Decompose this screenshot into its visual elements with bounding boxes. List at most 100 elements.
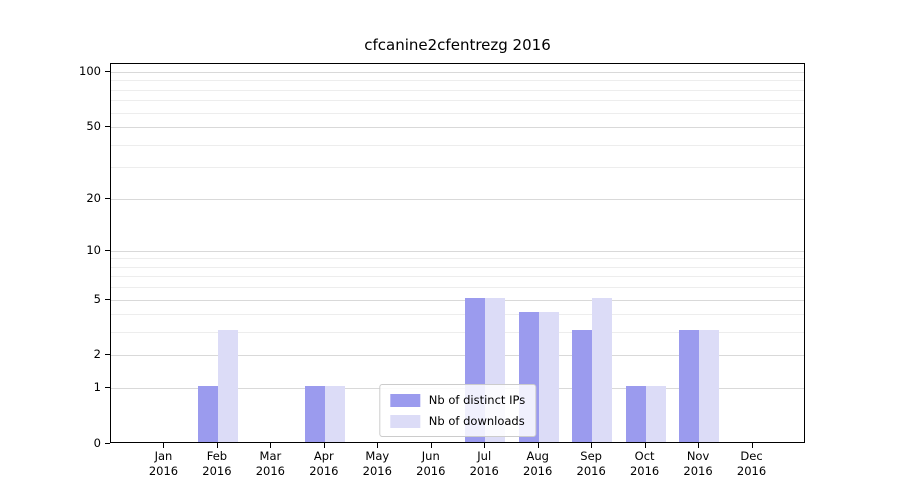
x-tick-label: Aug 2016 — [506, 449, 570, 479]
bar-downloads-aug — [538, 312, 559, 442]
minor-gridline — [111, 266, 804, 268]
x-tick-label-year: 2016 — [148, 464, 179, 478]
y-tick-label: 5 — [93, 291, 101, 306]
x-tick-label-year: 2016 — [202, 464, 232, 478]
bar-ips-nov — [679, 330, 700, 442]
y-tick-mark — [105, 354, 110, 356]
y-axis-tick-labels: 0 1 2 5 10 20 50 100 — [0, 0, 101, 500]
x-tick-label: Feb 2016 — [185, 449, 249, 479]
x-tick-mark — [537, 443, 539, 448]
y-tick-mark — [105, 387, 110, 389]
x-tick-label-year: 2016 — [309, 464, 339, 478]
x-tick-label-year: 2016 — [629, 464, 660, 478]
x-tick-mark — [270, 443, 272, 448]
legend-label: Nb of downloads — [428, 414, 525, 428]
y-tick-mark — [105, 70, 110, 72]
major-gridline — [111, 71, 804, 73]
x-tick-label: Dec 2016 — [720, 449, 784, 479]
x-tick-mark — [644, 443, 646, 448]
x-tick-label: Jun 2016 — [399, 449, 463, 479]
bar-downloads-oct — [645, 386, 666, 442]
major-gridline — [111, 299, 804, 301]
x-tick-label: Sep 2016 — [559, 449, 623, 479]
bar-ips-apr — [304, 386, 325, 442]
minor-gridline — [111, 112, 804, 114]
x-tick-label-month: Feb — [206, 449, 228, 463]
x-tick-mark — [591, 443, 593, 448]
y-tick-label: 100 — [79, 63, 101, 78]
legend-item-downloads: Nb of downloads — [389, 414, 525, 428]
chart-title: cfcanine2cfentrezg 2016 — [364, 36, 551, 54]
minor-gridline — [111, 276, 804, 278]
y-tick-label: 0 — [93, 436, 101, 450]
y-tick-label: 2 — [93, 347, 101, 362]
bar-ips-sep — [572, 330, 593, 442]
legend-swatch — [389, 414, 420, 428]
minor-gridline — [111, 314, 804, 316]
y-tick-mark — [105, 249, 110, 251]
y-tick-mark — [105, 298, 110, 300]
minor-gridline — [111, 287, 804, 289]
legend-item-distinct-ips: Nb of distinct IPs — [389, 393, 526, 407]
x-tick-label-month: Jan — [154, 449, 173, 463]
x-tick-label: May 2016 — [345, 449, 409, 479]
minor-gridline — [111, 167, 804, 169]
x-tick-mark — [751, 443, 753, 448]
x-tick-label-year: 2016 — [576, 464, 606, 478]
x-tick-label-month: Jun — [421, 449, 440, 463]
minor-gridline — [111, 100, 804, 102]
minor-gridline — [111, 258, 804, 260]
x-tick-label: Apr 2016 — [292, 449, 356, 479]
x-tick-label-year: 2016 — [469, 464, 499, 478]
plot-area: Nb of distinct IPs Nb of downloads — [110, 63, 805, 443]
x-tick-label-year: 2016 — [362, 464, 392, 478]
x-tick-label-year: 2016 — [255, 464, 286, 478]
minor-gridline — [111, 144, 804, 146]
x-tick-label: Nov 2016 — [666, 449, 730, 479]
x-tick-label-month: Apr — [313, 449, 334, 463]
y-tick-mark — [105, 126, 110, 128]
legend-swatch — [389, 393, 420, 407]
x-tick-mark — [698, 443, 700, 448]
x-tick-label-month: Mar — [259, 449, 282, 463]
x-tick-label-month: Sep — [580, 449, 602, 463]
bar-downloads-nov — [699, 330, 720, 442]
major-gridline — [111, 355, 804, 357]
x-tick-mark — [323, 443, 325, 448]
major-gridline — [111, 198, 804, 200]
x-tick-label-year: 2016 — [683, 464, 713, 478]
y-tick-label: 1 — [93, 380, 101, 395]
major-gridline — [111, 127, 804, 129]
x-tick-label-month: May — [365, 449, 390, 463]
y-tick-label: 50 — [86, 119, 101, 134]
x-tick-label-year: 2016 — [416, 464, 446, 478]
minor-gridline — [111, 89, 804, 91]
minor-gridline — [111, 80, 804, 82]
x-tick-label: Mar 2016 — [238, 449, 302, 479]
legend: Nb of distinct IPs Nb of downloads — [378, 384, 537, 437]
x-tick-mark — [430, 443, 432, 448]
bar-downloads-sep — [592, 297, 613, 442]
x-tick-label-month: Nov — [686, 449, 710, 463]
bar-ips-oct — [625, 386, 646, 442]
y-tick-mark — [105, 443, 110, 444]
x-tick-label-month: Dec — [740, 449, 763, 463]
x-tick-label-month: Aug — [526, 449, 549, 463]
minor-gridline — [111, 332, 804, 334]
x-tick-label: Jul 2016 — [452, 449, 516, 479]
x-tick-mark — [216, 443, 218, 448]
legend-label: Nb of distinct IPs — [428, 393, 526, 407]
x-tick-label: Jan 2016 — [131, 449, 195, 479]
y-tick-label: 20 — [86, 190, 101, 205]
y-tick-label: 10 — [86, 242, 101, 257]
x-tick-label-year: 2016 — [523, 464, 553, 478]
x-tick-mark — [484, 443, 486, 448]
bar-downloads-apr — [324, 386, 345, 442]
bar-ips-feb — [197, 386, 218, 442]
x-tick-label-year: 2016 — [736, 464, 767, 478]
major-gridline — [111, 250, 804, 252]
x-tick-label-month: Oct — [634, 449, 655, 463]
y-tick-mark — [105, 197, 110, 199]
x-tick-label-month: Jul — [477, 449, 492, 463]
